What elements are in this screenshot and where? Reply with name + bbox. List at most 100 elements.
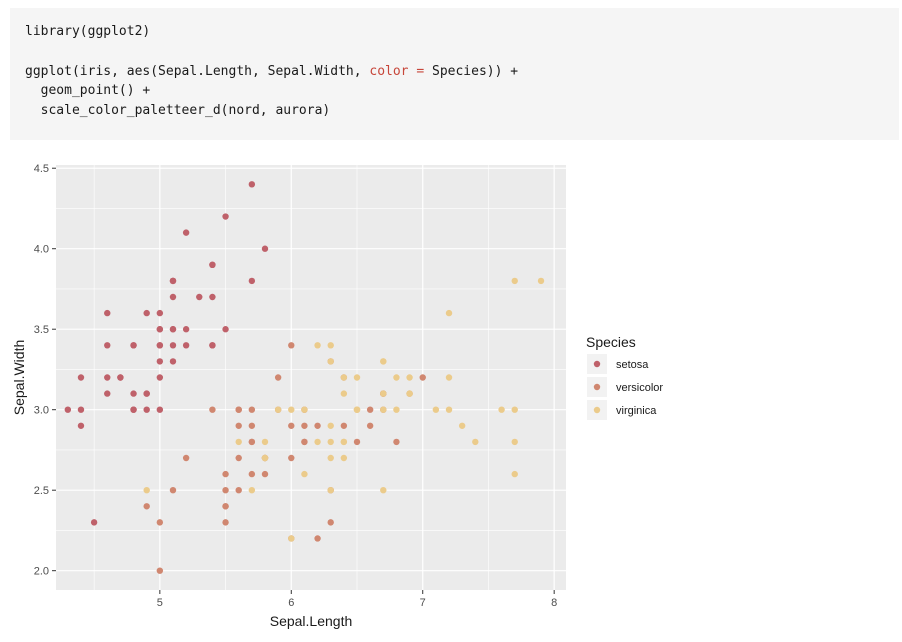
point-versicolor — [156, 519, 164, 526]
point-versicolor — [209, 406, 216, 413]
point-versicolor — [288, 422, 295, 429]
point-virginica — [288, 535, 295, 542]
point-virginica — [327, 358, 334, 365]
point-virginica — [235, 438, 242, 446]
point-setosa — [196, 293, 203, 301]
point-setosa — [156, 342, 164, 349]
point-versicolor — [301, 422, 308, 429]
point-versicolor — [366, 422, 374, 429]
point-setosa — [104, 374, 111, 381]
point-versicolor — [248, 422, 256, 429]
point-setosa — [248, 181, 256, 188]
point-virginica — [445, 309, 453, 317]
point-virginica — [472, 438, 479, 446]
x-tick-label: 8 — [551, 597, 557, 609]
point-setosa — [261, 245, 269, 252]
point-virginica — [261, 438, 269, 446]
code-line-3-post: Species)) + — [432, 63, 519, 79]
point-versicolor — [248, 406, 256, 413]
plot-panel — [56, 165, 566, 590]
point-virginica — [143, 486, 150, 494]
point-setosa — [209, 261, 216, 269]
legend-key-point-setosa — [593, 360, 601, 368]
code-line-1: library(ggplot2) — [25, 24, 151, 39]
point-setosa — [182, 326, 190, 333]
point-virginica — [380, 486, 387, 494]
point-setosa — [182, 229, 190, 236]
point-versicolor — [327, 519, 334, 526]
x-tick-label: 7 — [420, 597, 426, 609]
point-versicolor — [222, 470, 229, 478]
point-virginica — [406, 374, 413, 381]
point-virginica — [301, 470, 308, 478]
point-setosa — [169, 277, 177, 285]
point-setosa — [156, 309, 164, 317]
data-points — [64, 181, 545, 574]
point-setosa — [104, 390, 111, 397]
point-setosa — [104, 309, 111, 317]
code-line-3: ggplot(iris, aes(Sepal.Length, Sepal.Wid… — [25, 62, 899, 82]
point-versicolor — [301, 438, 308, 446]
point-virginica — [327, 438, 334, 446]
point-virginica — [327, 486, 334, 494]
point-setosa — [77, 374, 85, 381]
point-setosa — [64, 406, 72, 413]
point-virginica — [393, 374, 400, 381]
legend: Species setosa versicolor virginica — [586, 334, 663, 420]
point-setosa — [209, 342, 216, 349]
axes: 5 6 7 8 2.0 2.5 3.0 3.5 4.0 4.5 — [34, 163, 558, 609]
legend-key-point-versicolor — [593, 383, 601, 391]
point-versicolor — [143, 503, 150, 510]
point-virginica — [393, 406, 400, 413]
point-setosa — [143, 309, 150, 317]
y-tick-label: 2.0 — [34, 566, 49, 578]
point-versicolor — [288, 342, 295, 349]
point-setosa — [222, 326, 229, 333]
point-versicolor — [222, 519, 229, 526]
point-virginica — [406, 390, 413, 397]
x-tick-label: 6 — [288, 597, 294, 609]
point-versicolor — [235, 422, 242, 429]
point-setosa — [130, 342, 137, 349]
point-setosa — [90, 519, 98, 526]
point-setosa — [143, 406, 150, 413]
point-virginica — [340, 374, 348, 381]
point-versicolor — [248, 470, 256, 478]
y-tick-label: 2.5 — [34, 485, 49, 497]
point-versicolor — [419, 374, 426, 381]
point-versicolor — [182, 454, 190, 462]
code-line-3-pre: ggplot(iris, aes(Sepal.Length, Sepal.Wid… — [25, 63, 370, 79]
point-versicolor — [156, 567, 164, 574]
point-virginica — [261, 454, 269, 462]
legend-label-setosa: setosa — [616, 359, 649, 371]
point-versicolor — [248, 438, 256, 446]
code-line-4: geom_point() + — [25, 83, 151, 99]
point-versicolor — [169, 486, 177, 494]
point-versicolor — [235, 454, 242, 462]
grid-major — [56, 165, 566, 590]
point-versicolor — [274, 374, 282, 381]
point-setosa — [156, 326, 164, 333]
x-tick-label: 5 — [157, 597, 163, 609]
y-tick-label: 3.5 — [34, 324, 49, 336]
point-setosa — [130, 390, 137, 397]
point-setosa — [169, 358, 177, 365]
point-versicolor — [222, 486, 229, 494]
code-line-3-color-arg: color = — [369, 63, 432, 79]
x-axis-title: Sepal.Length — [270, 613, 353, 629]
point-virginica — [511, 470, 518, 478]
point-versicolor — [235, 486, 242, 494]
legend-label-virginica: virginica — [616, 405, 657, 417]
point-virginica — [288, 406, 295, 413]
point-virginica — [274, 406, 282, 413]
point-versicolor — [235, 406, 242, 413]
point-virginica — [314, 438, 321, 446]
point-virginica — [498, 406, 505, 413]
point-virginica — [458, 422, 466, 429]
point-setosa — [222, 213, 229, 220]
y-tick-label: 3.0 — [34, 405, 49, 417]
point-virginica — [380, 358, 387, 365]
point-setosa — [169, 342, 177, 349]
y-tick-label: 4.0 — [34, 244, 49, 256]
point-virginica — [432, 406, 440, 413]
